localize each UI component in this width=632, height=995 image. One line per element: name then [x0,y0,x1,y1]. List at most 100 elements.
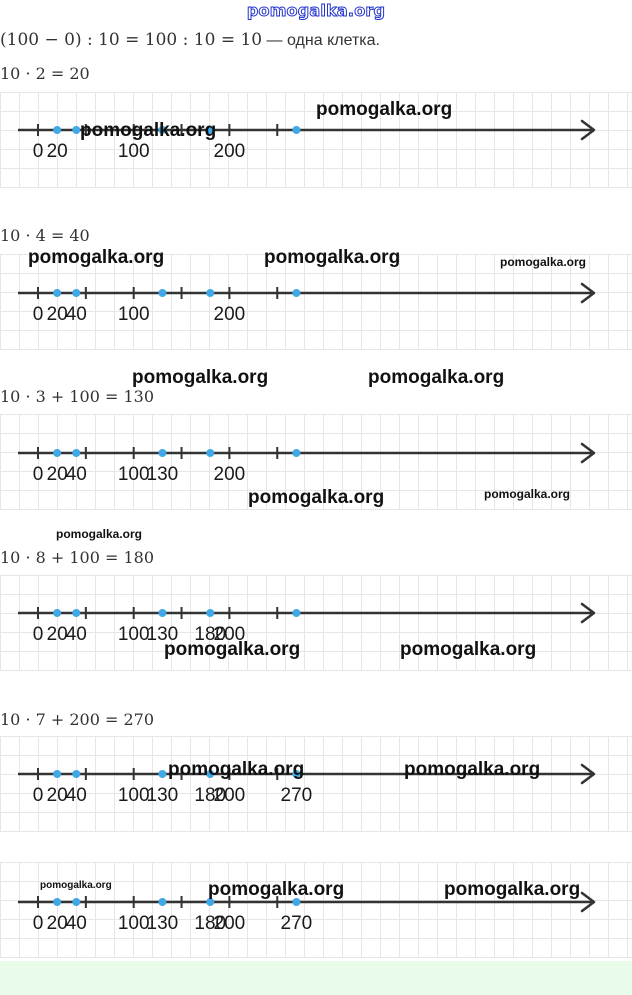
watermark: pomogalka.org [40,880,112,891]
watermark: pomogalka.org [56,527,143,541]
axis-arrow [580,891,596,913]
watermark: pomogalka.org [484,487,571,501]
point-marker [158,289,167,297]
axis-label: 0 [33,785,44,806]
point-marker [158,609,167,617]
grid-panel-4 [0,575,632,671]
axis-label: 200 [214,304,246,325]
watermark: pomogalka.org [80,120,217,141]
axis-label: 100 [118,304,150,325]
watermark: pomogalka.org [400,639,537,660]
point-marker [53,898,62,906]
formula-cell-size-math: (100 − 0) : 10 = 100 : 10 = 10 [0,30,263,50]
axis-label: 0 [33,913,44,934]
axis-label: 20 [47,464,68,485]
axis-label: 130 [147,913,179,934]
point-marker [206,609,215,617]
axis-label: 40 [66,913,87,934]
axis-arrow [580,119,596,141]
axis-arrow [580,282,596,304]
point-marker [53,289,62,297]
watermark: pomogalka.org [208,879,345,900]
axis-label: 130 [147,464,179,485]
point-marker [158,126,167,134]
axis-label: 100 [118,913,150,934]
point-marker [292,126,301,134]
point-marker [292,770,301,778]
axis-label: 40 [66,785,87,806]
watermark: pomogalka.org [368,367,505,388]
axis-label: 0 [33,624,44,645]
axis-label: 130 [147,785,179,806]
point-marker [206,126,215,134]
watermark: pomogalka.org [264,247,401,268]
footer-strip [0,961,632,995]
axis-arrow [580,442,596,464]
axis-label: 200 [214,464,246,485]
point-marker [158,898,167,906]
formula-130: 10 · 3 + 100 = 130 [0,387,155,406]
axis-label: 200 [214,624,246,645]
grid-panel-1 [0,92,632,188]
axis-label: 40 [66,464,87,485]
formula-cell-size-suffix: — одна клетка. [262,32,380,49]
axis-label: 270 [281,785,313,806]
formula-40: 10 · 4 = 40 [0,226,90,245]
point-marker [72,609,81,617]
axis-label: 180 [194,624,226,645]
watermark: pomogalka.org [132,367,269,388]
watermark: pomogalka.org [500,255,587,269]
formula-cell-size: (100 − 0) : 10 = 100 : 10 = 10 — одна кл… [0,30,380,50]
point-marker [158,449,167,457]
axis-label: 20 [47,913,68,934]
watermark: pomogalka.org [404,759,541,780]
axis-label: 100 [118,785,150,806]
axis-label: 200 [214,913,246,934]
point-marker [292,449,301,457]
watermark: pomogalka.org [316,99,453,120]
point-marker [158,770,167,778]
point-marker [292,609,301,617]
point-marker [72,449,81,457]
axis-label: 100 [118,141,150,162]
watermark: pomogalka.org [28,247,165,268]
axis-label: 20 [47,304,68,325]
axis-label: 0 [33,304,44,325]
axis-label: 0 [33,464,44,485]
watermark: pomogalka.org [168,759,305,780]
axis-label: 130 [147,624,179,645]
point-marker [206,289,215,297]
watermark: pomogalka.org [444,879,581,900]
axis-label: 40 [66,624,87,645]
formula-20: 10 · 2 = 20 [0,64,90,83]
axis-label: 200 [214,785,246,806]
point-marker [292,289,301,297]
watermark: pomogalka.org [248,487,385,508]
number-line-1: 0 20 100 200 [18,119,596,162]
axis-label: 40 [66,304,87,325]
point-marker [72,289,81,297]
point-marker [53,449,62,457]
point-marker [206,898,215,906]
formula-180: 10 · 8 + 100 = 180 [0,548,155,567]
point-marker [53,126,62,134]
axis-label: 200 [214,141,246,162]
point-marker [206,770,215,778]
point-marker [53,609,62,617]
watermark: pomogalka.org [164,639,301,660]
axis-label: 270 [281,913,313,934]
grid-panel-6 [0,862,632,958]
axis-label: 20 [47,141,68,162]
axis-label: 100 [118,464,150,485]
axis-label: 100 [118,624,150,645]
axis-label: 0 [33,141,44,162]
point-marker [72,126,81,134]
axis-label: 180 [194,785,226,806]
point-marker [72,770,81,778]
grid-panel-2 [0,254,632,350]
